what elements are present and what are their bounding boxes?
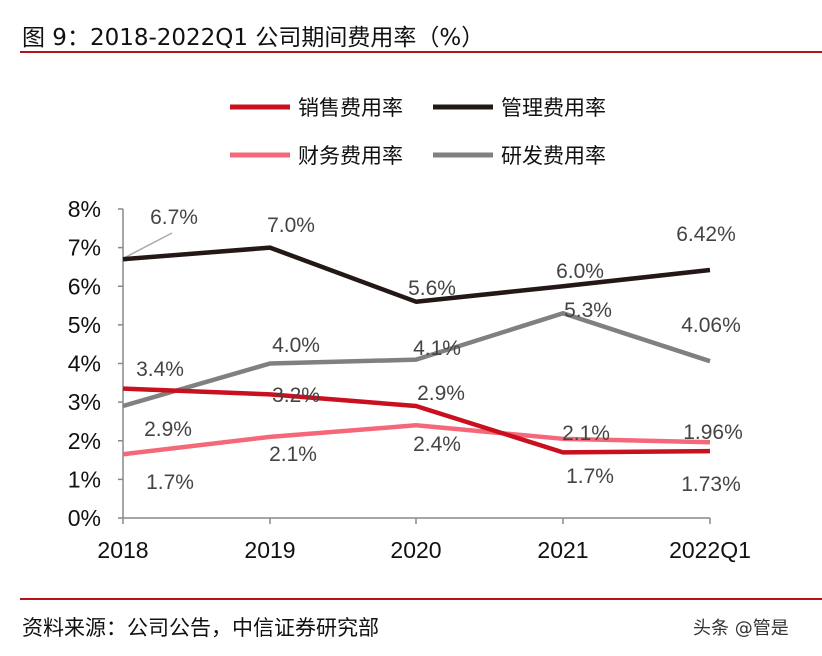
y-tick-label: 2% [68,428,101,454]
watermark: 头条 @管是 [693,618,789,639]
x-tick-label: 2020 [390,537,441,563]
data-label: 2.1% [562,422,610,445]
data-label: 4.06% [681,314,741,337]
data-label: 5.6% [408,277,456,300]
legend-label: 销售费用率 [298,97,403,120]
x-tick-label: 2021 [537,537,588,563]
label-leader-line [123,232,173,259]
y-tick-label: 8% [68,196,101,222]
x-tick-label: 2019 [244,537,295,563]
data-label: 4.0% [272,334,320,357]
data-label: 1.7% [146,471,194,494]
legend-label: 管理费用率 [501,97,606,120]
legend-label: 研发费用率 [501,145,606,168]
data-label: 1.96% [683,421,743,444]
data-label: 5.3% [564,299,612,322]
y-tick-label: 7% [68,235,101,261]
data-label: 6.42% [676,223,736,246]
y-tick-label: 6% [68,273,101,299]
legend-label: 财务费用率 [298,145,403,168]
data-label: 3.2% [272,384,320,407]
series-line-3 [122,423,711,457]
y-tick-label: 1% [68,466,101,492]
data-label: 2.4% [413,433,461,456]
x-tick-label: 2018 [97,537,148,563]
data-label: 6.0% [556,260,604,283]
footer-rule [20,598,822,600]
data-label: 2.1% [269,443,317,466]
series-line-2 [122,245,711,304]
data-label: 6.7% [150,206,198,229]
y-tick-label: 5% [68,312,101,338]
y-tick-label: 4% [68,351,101,377]
series-line-1 [122,386,711,455]
data-label: 2.9% [417,382,465,405]
data-label: 1.73% [681,473,741,496]
line-chart: 0% 1% 2% 3% 4% 5% 6% 7% 8% 2018 2019 2020 2021 2022Q1… [68,97,751,563]
y-tick-label: 0% [68,505,101,531]
data-label: 1.7% [566,465,614,488]
y-tick-label: 3% [68,389,101,415]
series-line-4 [122,311,711,409]
data-label: 3.4% [136,358,184,381]
source-note: 资料来源：公司公告，中信证券研究部 [22,616,379,640]
data-label: 7.0% [267,214,315,237]
x-tick-label: 2022Q1 [669,537,751,563]
data-label: 4.1% [413,337,461,360]
title-rule [20,51,822,53]
figure-title: 图 9：2018-2022Q1 公司期间费用率（%） [22,25,485,51]
data-label: 2.9% [144,418,192,441]
